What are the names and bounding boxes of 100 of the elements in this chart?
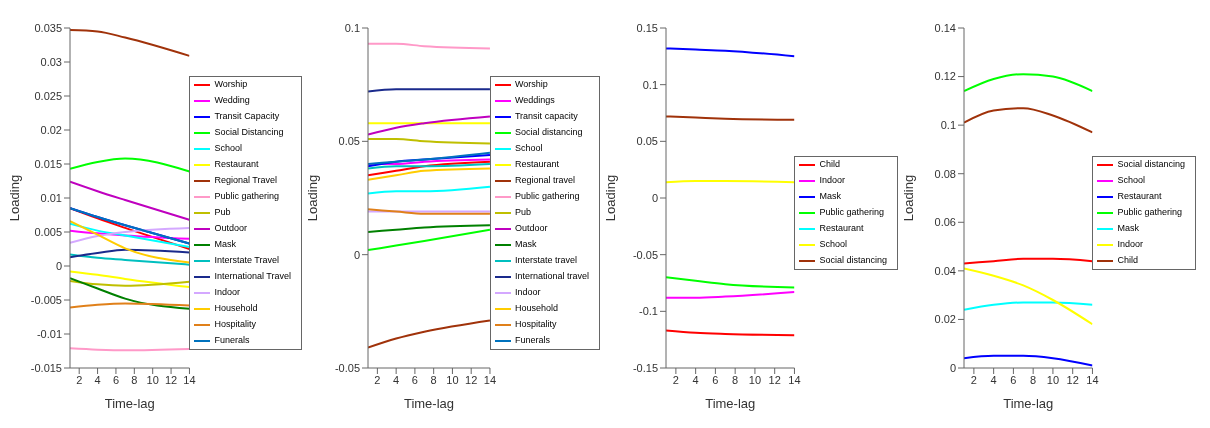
legend-label: School: [514, 143, 543, 154]
y-tick-label: 0.06: [934, 216, 956, 229]
x-tick-label: 6: [112, 373, 120, 386]
legend-label: Worship: [514, 79, 548, 90]
y-tick-label: 0.1: [940, 119, 956, 132]
x-tick-label: 8: [430, 373, 437, 386]
legend-label: Household: [214, 303, 258, 314]
x-tick-label: 4: [94, 373, 101, 386]
legend-label: Indoor: [214, 287, 240, 298]
x-tick-label: 2: [76, 373, 83, 386]
legend-label: Pub: [514, 207, 531, 218]
legend-label: School: [214, 143, 242, 154]
y-tick-label: -0.1: [639, 305, 658, 318]
x-tick-label: 6: [411, 373, 418, 386]
legend-label: Child: [1117, 255, 1138, 266]
x-tick-label: 14: [1086, 373, 1099, 386]
legend-label: Funerals: [214, 335, 250, 346]
y-tick-label: 0.02: [934, 313, 956, 326]
x-tick-label: 14: [483, 373, 497, 386]
y-axis-title: Loading: [6, 174, 22, 222]
y-tick-label: 0.1: [344, 21, 360, 34]
legend-label: Mask: [819, 191, 841, 202]
x-tick-label: 10: [1046, 373, 1060, 386]
legend-label: Public gathering: [1117, 207, 1182, 218]
y-tick-label: 0: [353, 248, 360, 261]
y-tick-label: 0: [651, 191, 658, 204]
x-tick-label: 2: [672, 373, 679, 386]
x-tick-label: 10: [748, 373, 762, 386]
x-axis-title: Time-lag: [104, 396, 155, 411]
legend-label: International travel: [514, 271, 589, 282]
y-tick-label: -0.05: [334, 361, 360, 374]
legend-label: Public gathering: [819, 207, 884, 218]
legend-label: Interstate Travel: [214, 255, 279, 266]
y-tick-label: 0.05: [338, 135, 360, 148]
y-tick-label: 0.12: [934, 70, 956, 83]
x-tick-label: 8: [732, 373, 739, 386]
y-axis-title: Loading: [900, 174, 916, 222]
x-axis-title: Time-lag: [403, 396, 455, 411]
y-tick-label: 0: [949, 361, 956, 374]
legend-label: Outdoor: [214, 223, 247, 234]
y-tick-label: -0.15: [632, 361, 658, 374]
x-tick-label: 4: [692, 373, 699, 386]
x-tick-label: 8: [131, 373, 138, 386]
y-tick-label: 0.04: [934, 264, 956, 277]
legend-label: Regional Travel: [214, 175, 277, 186]
legend-label: Funerals: [514, 335, 550, 346]
y-tick-label: 0.015: [34, 157, 62, 170]
y-tick-label: -0.01: [36, 327, 62, 340]
y-tick-label: 0.005: [34, 225, 62, 238]
legend-label: School: [819, 239, 847, 250]
y-tick-label: -0.015: [30, 361, 62, 374]
x-tick-label: 14: [183, 373, 196, 386]
legend-label: Social distancing: [819, 255, 887, 266]
y-axis-title: Loading: [304, 174, 320, 222]
legend-label: Regional travel: [514, 175, 575, 186]
x-tick-label: 4: [393, 373, 400, 386]
x-tick-label: 4: [990, 373, 997, 386]
x-axis-title: Time-lag: [1003, 396, 1054, 411]
x-tick-label: 12: [768, 373, 781, 386]
x-tick-label: 12: [164, 373, 178, 386]
legend-label: Hospitality: [514, 319, 557, 330]
x-tick-label: 14: [788, 373, 801, 386]
legend-label: Social Distancing: [214, 127, 284, 138]
y-tick-label: 0.02: [40, 123, 62, 136]
y-tick-label: 0.1: [642, 78, 658, 91]
y-tick-label: 0.08: [934, 167, 956, 180]
legend-label: School: [1117, 175, 1145, 186]
y-tick-label: 0.05: [636, 135, 658, 148]
legend-label: International Travel: [214, 271, 291, 282]
legend-label: Mask: [1117, 223, 1139, 234]
legend-label: Hospitality: [214, 319, 256, 330]
x-axis-title: Time-lag: [705, 396, 756, 411]
x-tick-label: 8: [1030, 373, 1037, 386]
legend-label: Public gathering: [514, 191, 580, 202]
legend-label: Mask: [214, 239, 236, 250]
y-tick-label: 0.035: [34, 21, 62, 34]
x-tick-label: 10: [446, 373, 459, 386]
x-tick-label: 2: [374, 373, 381, 386]
legend-label: Restaurant: [514, 159, 559, 170]
x-tick-label: 6: [712, 373, 719, 386]
legend-label: Social distancing: [1117, 159, 1185, 170]
x-tick-label: 6: [1010, 373, 1017, 386]
legend-label: Outdoor: [514, 223, 548, 234]
y-tick-label: 0: [55, 259, 62, 272]
y-tick-label: 0.03: [40, 55, 62, 68]
legend-label: Indoor: [1117, 239, 1143, 250]
legend-label: Transit capacity: [514, 111, 578, 122]
x-tick-label: 12: [465, 373, 478, 386]
legend-label: Worship: [214, 79, 248, 90]
x-tick-label: 12: [1066, 373, 1079, 386]
y-tick-label: -0.05: [632, 248, 658, 261]
legend-label: Indoor: [514, 287, 541, 298]
legend-label: Child: [819, 159, 840, 170]
y-tick-label: -0.005: [30, 293, 62, 306]
legend-label: Transit Capacity: [214, 111, 280, 122]
legend-label: Wedding: [214, 95, 250, 106]
y-tick-label: 0.025: [34, 89, 62, 102]
y-tick-label: 0.15: [636, 21, 658, 34]
legend-label: Social distancing: [514, 127, 583, 138]
legend-label: Public gathering: [214, 191, 279, 202]
